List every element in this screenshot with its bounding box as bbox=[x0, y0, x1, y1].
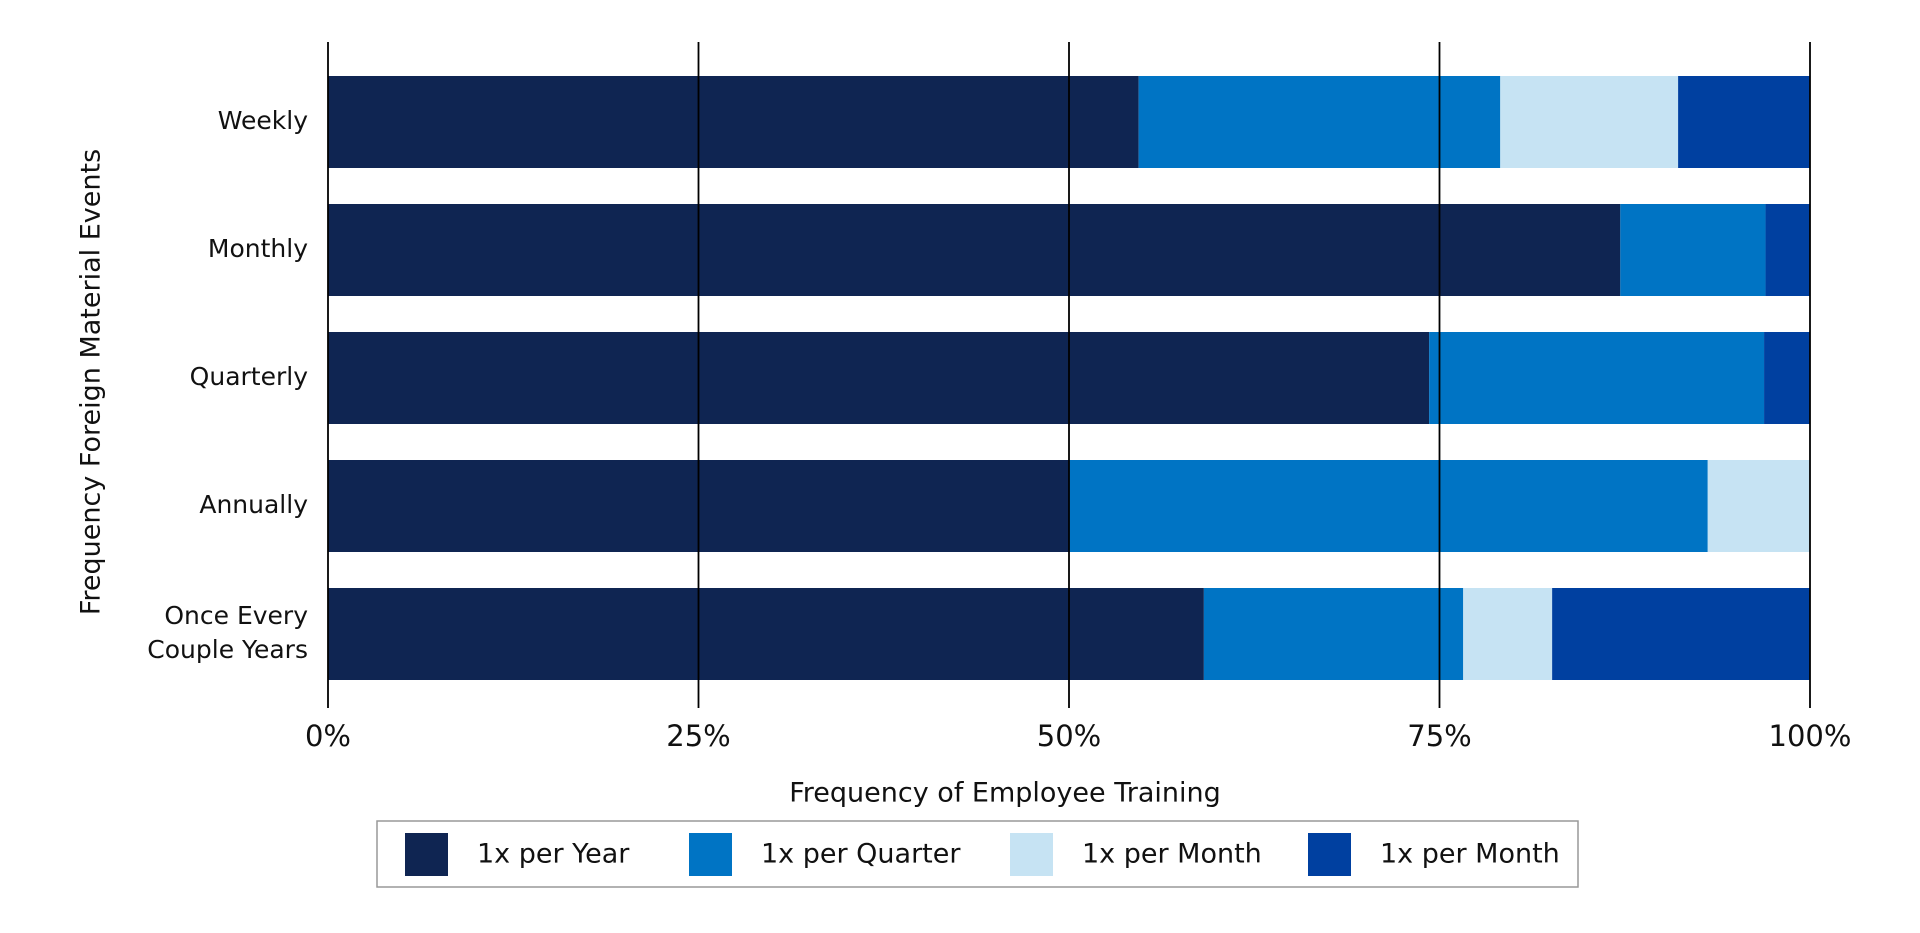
bar-segment bbox=[328, 588, 1204, 680]
y-tick-label: Annually bbox=[199, 490, 308, 519]
legend-label: 1x per Quarter bbox=[761, 839, 961, 870]
x-tick-label: 0% bbox=[305, 719, 351, 753]
bar-segment bbox=[1463, 588, 1553, 680]
bar-segment bbox=[1707, 460, 1810, 552]
x-tick-label: 25% bbox=[666, 719, 730, 753]
y-tick-label: Monthly bbox=[208, 234, 308, 263]
bar-segment bbox=[328, 76, 1139, 168]
bar-segment bbox=[1203, 588, 1464, 680]
bar-segment bbox=[1765, 204, 1810, 296]
legend-label: 1x per Year bbox=[477, 839, 630, 870]
x-tick-label: 75% bbox=[1407, 719, 1471, 753]
bar-segment bbox=[1069, 460, 1708, 552]
bar-segment bbox=[1764, 332, 1810, 424]
x-axis-title: Frequency of Employee Training bbox=[789, 778, 1221, 809]
legend-label: 1x per Month bbox=[1082, 839, 1262, 870]
bar-segment bbox=[1429, 332, 1765, 424]
y-tick-label: Weekly bbox=[218, 106, 308, 135]
bar-segment bbox=[328, 204, 1621, 296]
bar-segment bbox=[1552, 588, 1810, 680]
legend-swatch bbox=[689, 833, 732, 876]
y-tick-label: Once Every Couple Years bbox=[147, 601, 308, 664]
legend-label: 1x per Month bbox=[1380, 839, 1560, 870]
legend-swatch bbox=[1308, 833, 1351, 876]
bar-segment bbox=[328, 332, 1430, 424]
legend-box bbox=[376, 820, 1579, 888]
bar-segment bbox=[1138, 76, 1501, 168]
y-axis-title: Frequency Foreign Material Events bbox=[76, 149, 107, 615]
x-tick-label: 100% bbox=[1769, 719, 1852, 753]
y-tick-label: Quarterly bbox=[190, 362, 309, 391]
bar-segment bbox=[1620, 204, 1766, 296]
legend-swatch bbox=[1010, 833, 1053, 876]
bar-segment bbox=[1678, 76, 1810, 168]
legend-swatch bbox=[405, 833, 448, 876]
bar-segment bbox=[1500, 76, 1679, 168]
x-tick-label: 50% bbox=[1037, 719, 1101, 753]
